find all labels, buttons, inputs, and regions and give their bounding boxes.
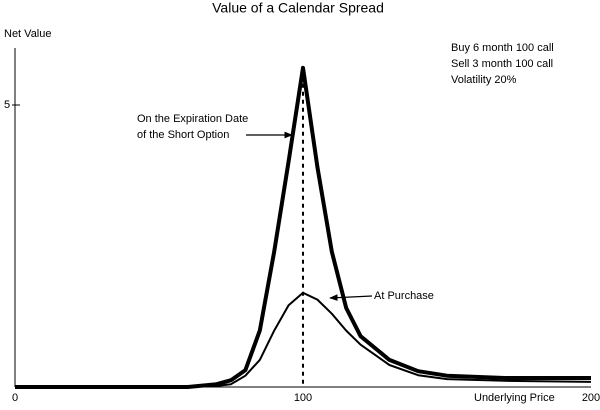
x-axis-label: Underlying Price <box>474 392 555 404</box>
x-tick-label: 0 <box>12 392 18 404</box>
chart-title: Value of a Calendar Spread <box>212 0 384 16</box>
annotation-arrow <box>329 294 373 301</box>
x-tick-label: 200 <box>582 392 600 404</box>
series-line <box>15 291 592 388</box>
annotation: On the Expiration Date <box>137 113 248 125</box>
x-tick-label: 100 <box>294 392 312 404</box>
y-axis-label: Net Value <box>4 28 52 40</box>
note: Volatility 20% <box>451 74 517 86</box>
y-tick-label: 5 <box>4 99 10 111</box>
annotation: At Purchase <box>374 290 434 302</box>
annotation: of the Short Option <box>137 129 229 141</box>
series-line <box>15 65 591 389</box>
note: Sell 3 month 100 call <box>451 58 553 70</box>
note: Buy 6 month 100 call <box>451 42 554 54</box>
